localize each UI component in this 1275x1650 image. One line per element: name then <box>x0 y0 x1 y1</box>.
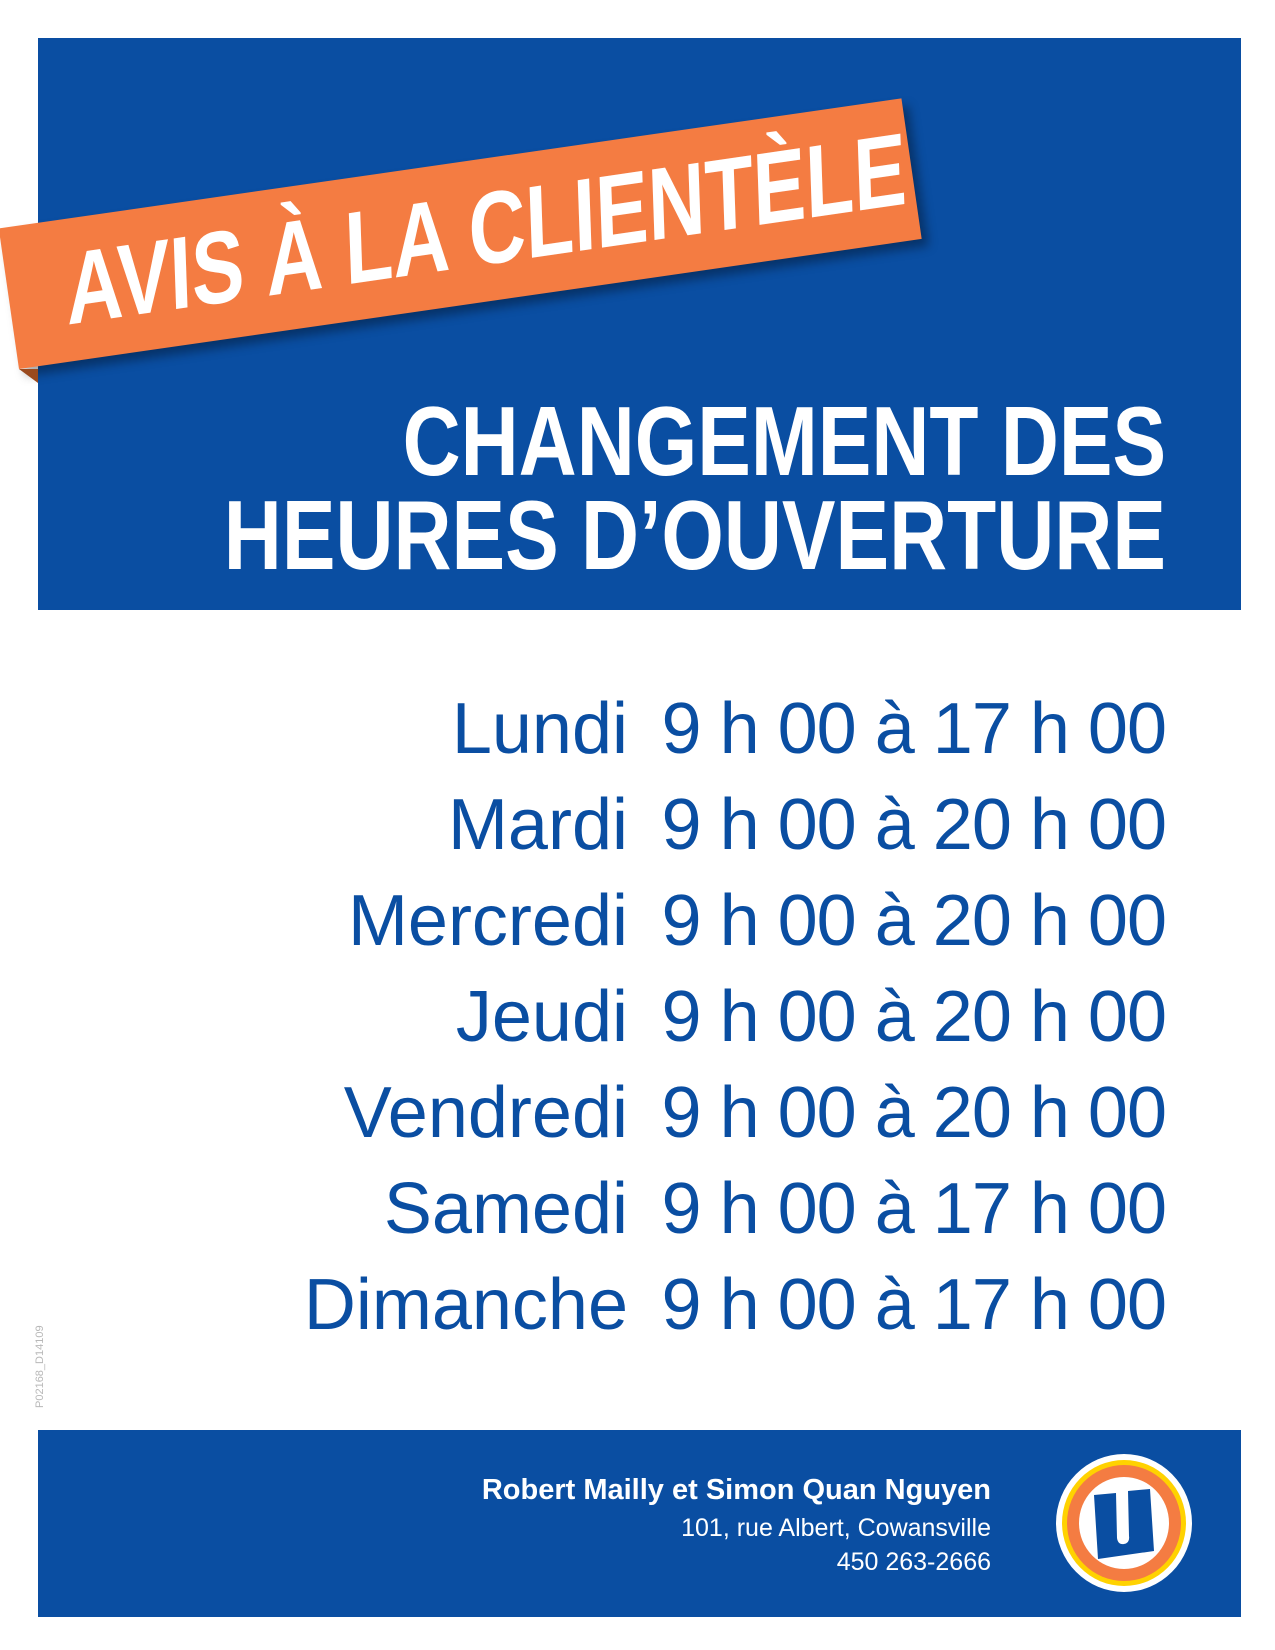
hours-row: Samedi 9 h 00 à 17 h 00 <box>0 1168 1275 1264</box>
hours-row: Dimanche 9 h 00 à 17 h 00 <box>0 1264 1275 1360</box>
time-range: 9 h 00 à 20 h 00 <box>661 881 1167 961</box>
time-range: 9 h 00 à 20 h 00 <box>661 785 1167 865</box>
hours-row: Jeudi 9 h 00 à 20 h 00 <box>0 976 1275 1072</box>
time-range: 9 h 00 à 17 h 00 <box>661 689 1167 769</box>
day-label: Mardi <box>447 785 628 865</box>
hours-row: Vendredi 9 h 00 à 20 h 00 <box>0 1072 1275 1168</box>
uniprix-logo-icon <box>1056 1454 1192 1592</box>
hours-row: Mardi 9 h 00 à 20 h 00 <box>0 784 1275 880</box>
day-label: Jeudi <box>455 977 628 1057</box>
time-range: 9 h 00 à 17 h 00 <box>661 1265 1167 1345</box>
owners-name: Robert Mailly et Simon Quan Nguyen <box>481 1474 991 1506</box>
day-label: Mercredi <box>347 881 628 961</box>
day-label: Lundi <box>451 689 628 769</box>
day-label: Vendredi <box>343 1073 628 1153</box>
hours-row: Mercredi 9 h 00 à 20 h 00 <box>0 880 1275 976</box>
store-phone: 450 263-2666 <box>836 1548 991 1576</box>
page-title-line2: HEURES D’OUVERTURE <box>223 480 1166 590</box>
time-range: 9 h 00 à 17 h 00 <box>661 1169 1167 1249</box>
hours-row: Lundi 9 h 00 à 17 h 00 <box>0 688 1275 784</box>
time-range: 9 h 00 à 20 h 00 <box>661 977 1167 1057</box>
day-label: Dimanche <box>303 1265 628 1345</box>
store-address: 101, rue Albert, Cowansville <box>681 1514 991 1542</box>
ribbon-fold <box>19 369 38 383</box>
time-range: 9 h 00 à 20 h 00 <box>661 1073 1167 1153</box>
day-label: Samedi <box>383 1169 628 1249</box>
footer-band: Robert Mailly et Simon Quan Nguyen 101, … <box>38 1430 1241 1617</box>
page-title-line1: CHANGEMENT DES <box>402 386 1166 496</box>
document-code: P02168_D14109 <box>34 1325 46 1408</box>
